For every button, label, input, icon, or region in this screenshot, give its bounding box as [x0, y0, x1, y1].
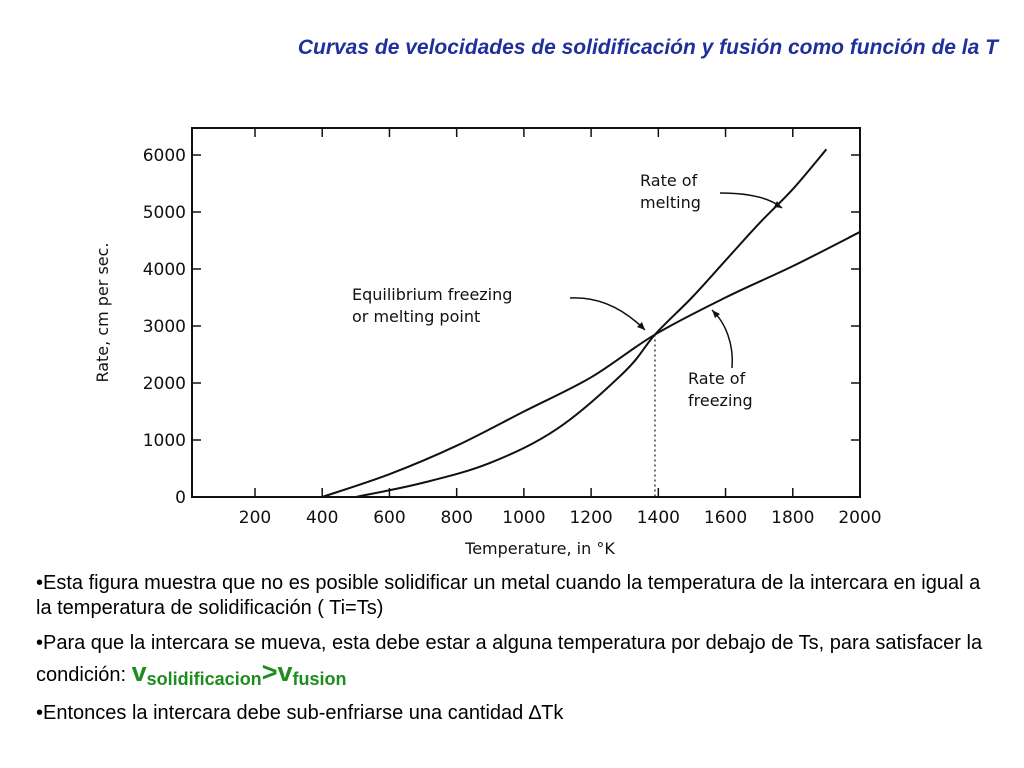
x-tick-label: 1000: [502, 508, 545, 528]
melting-leader: [719, 192, 783, 209]
x-tick-label: 600: [373, 508, 405, 528]
greater-than-symbol: >: [261, 657, 278, 687]
melting-arrowhead: [774, 201, 782, 208]
x-tick-label: 400: [306, 508, 338, 528]
y-tick-label: 1000: [143, 431, 186, 451]
y-tick-label: 6000: [143, 146, 186, 166]
melting-annotation: Rate of: [640, 171, 698, 190]
x-axis-label: Temperature, in °K: [464, 539, 615, 558]
slide-title: Curvas de velocidades de solidificación …: [297, 36, 998, 59]
freezing-leader: [711, 309, 734, 369]
y-tick-label: 5000: [143, 203, 186, 223]
v-fusion-symbol: v: [277, 657, 293, 687]
x-tick-label: 1400: [637, 508, 680, 528]
x-tick-label: 2000: [838, 508, 881, 528]
y-tick-label: 0: [175, 488, 186, 508]
equilibrium-annotation: or melting point: [352, 307, 480, 326]
bullet-2: •Para que la intercara se mueva, esta de…: [36, 631, 996, 691]
x-tick-label: 1200: [569, 508, 612, 528]
x-tick-label: 1600: [704, 508, 747, 528]
v-fusion-subscript: fusion: [292, 669, 347, 689]
bullet-2-text: •Para que la intercara se mueva, esta de…: [36, 632, 983, 686]
x-tick-label: 1800: [771, 508, 814, 528]
melting-curve: [355, 148, 828, 498]
rate-vs-temperature-chart: 0 1000 2000 3000 4000 5000 6000 200 400 600 800 100…: [93, 127, 882, 558]
v-solid-symbol: v: [131, 657, 147, 687]
plot-frame: [191, 127, 861, 498]
bullet-list: •Esta figura muestra que no es posible s…: [36, 571, 996, 736]
v-solid-subscript: solidificacion: [146, 669, 262, 689]
y-tick-label: 2000: [143, 374, 186, 394]
y-tick-label: 4000: [143, 260, 186, 280]
x-tick-label: 800: [440, 508, 472, 528]
bullet-1: •Esta figura muestra que no es posible s…: [36, 572, 981, 619]
freezing-annotation: freezing: [688, 391, 753, 410]
x-tick-label: 200: [239, 508, 271, 528]
y-axis-label: Rate, cm per sec.: [93, 242, 112, 382]
freezing-curve: [321, 231, 861, 498]
freezing-arrowhead: [712, 310, 720, 318]
equilibrium-arrowhead: [637, 322, 645, 330]
melting-annotation: melting: [640, 193, 701, 212]
y-tick-label: 3000: [143, 317, 186, 337]
equilibrium-annotation: Equilibrium freezing: [352, 285, 512, 304]
freezing-annotation: Rate of: [688, 369, 746, 388]
bullet-3: •Entonces la intercara debe sub-enfriars…: [36, 701, 564, 724]
equilibrium-leader: [569, 297, 646, 331]
